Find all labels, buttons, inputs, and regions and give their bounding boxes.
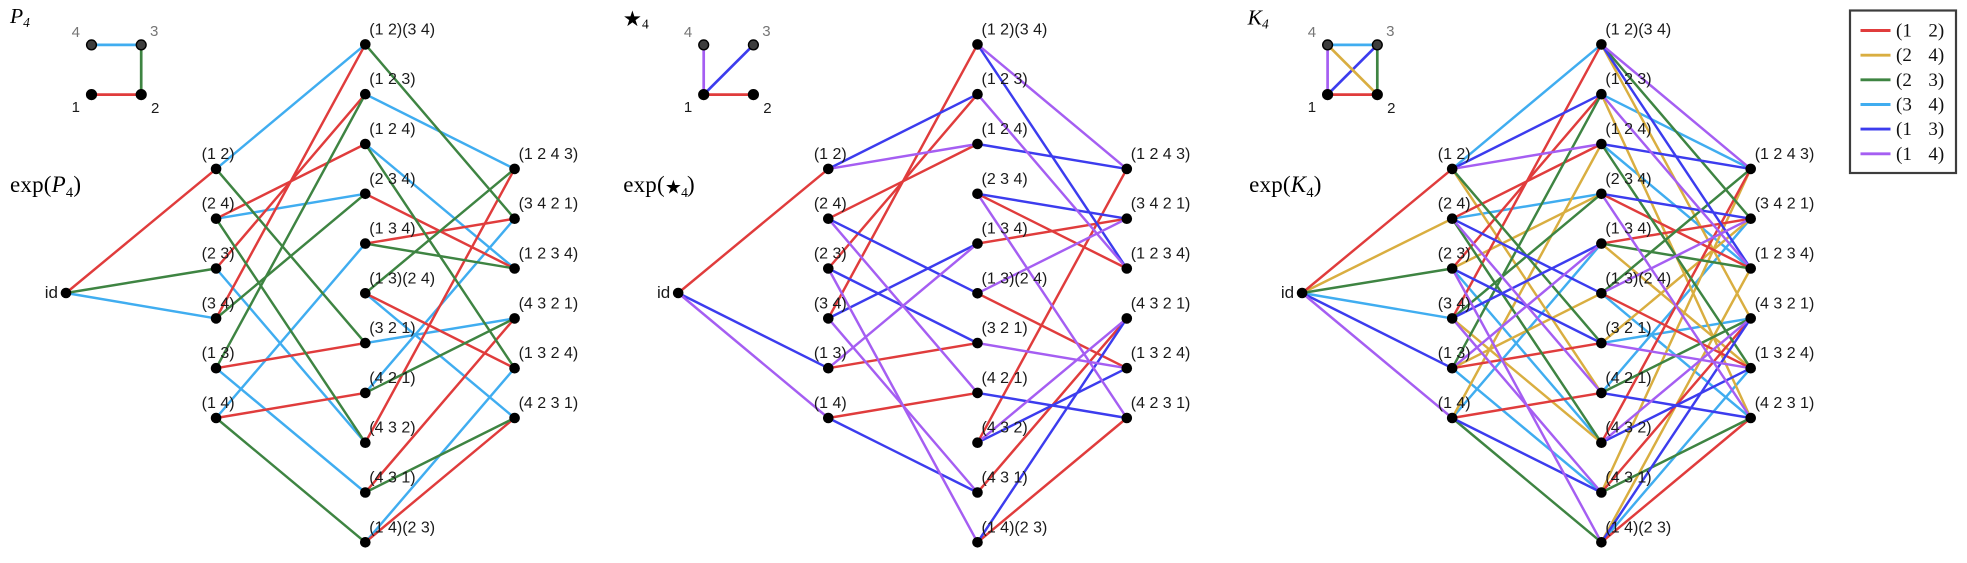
svg-text:(1 3 2 4): (1 3 2 4) bbox=[1131, 345, 1191, 362]
svg-text:(1 2 4): (1 2 4) bbox=[369, 121, 415, 138]
svg-text:(3 2 1): (3 2 1) bbox=[1605, 320, 1651, 337]
svg-text:(1 3 4): (1 3 4) bbox=[369, 221, 415, 238]
svg-text:(1 2 3 4): (1 2 3 4) bbox=[1131, 246, 1191, 263]
svg-text:4: 4 bbox=[684, 24, 692, 41]
svg-text:(1 2 3 4): (1 2 3 4) bbox=[1755, 246, 1815, 263]
svg-text:(4 3 1): (4 3 1) bbox=[1605, 470, 1651, 487]
svg-text:(1 2 3): (1 2 3) bbox=[369, 71, 415, 88]
svg-text:exp(P4): exp(P4) bbox=[10, 172, 81, 201]
svg-text:3: 3 bbox=[1386, 23, 1394, 40]
svg-text:(4 2 1): (4 2 1) bbox=[1605, 370, 1651, 387]
svg-text:(4 2 1): (4 2 1) bbox=[982, 370, 1028, 387]
svg-text:(1 3 2 4): (1 3 2 4) bbox=[1755, 345, 1815, 362]
svg-text:(1 4)(2 3): (1 4)(2 3) bbox=[369, 519, 435, 536]
svg-text:(4 2 3 1): (4 2 3 1) bbox=[1131, 395, 1191, 412]
svg-text:(1 4)(2 3): (1 4)(2 3) bbox=[982, 519, 1048, 536]
svg-text:(1 2 3 4): (1 2 3 4) bbox=[519, 246, 579, 263]
svg-text:id: id bbox=[45, 283, 58, 302]
svg-text:(1 3 2 4): (1 3 2 4) bbox=[519, 345, 579, 362]
svg-text:(1 2): (1 2) bbox=[1438, 146, 1471, 163]
svg-text:(4 3 2): (4 3 2) bbox=[982, 420, 1028, 437]
svg-text:(2 3 4): (2 3 4) bbox=[1605, 171, 1651, 188]
svg-text:(1 2 4): (1 2 4) bbox=[982, 121, 1028, 138]
svg-text:(3 4): (3 4) bbox=[202, 295, 235, 312]
svg-text:(2 3): (2 3) bbox=[1438, 246, 1471, 263]
svg-text:(1 2 4 3): (1 2 4 3) bbox=[1131, 146, 1191, 163]
svg-text:1: 1 bbox=[1308, 99, 1316, 116]
svg-text:(1 3 4): (1 3 4) bbox=[1605, 221, 1651, 238]
svg-text:(3 4 2 1): (3 4 2 1) bbox=[1131, 196, 1191, 213]
svg-text:2: 2 bbox=[1387, 100, 1395, 117]
svg-text:(4 2 3 1): (4 2 3 1) bbox=[1755, 395, 1815, 412]
svg-text:(1 4): (1 4) bbox=[1438, 395, 1471, 412]
svg-text:(1 2)(3 4): (1 2)(3 4) bbox=[1605, 21, 1671, 38]
svg-text:(1 3 4): (1 3 4) bbox=[982, 221, 1028, 238]
svg-text:(4 3 1): (4 3 1) bbox=[982, 470, 1028, 487]
svg-text:(2 4): (2 4) bbox=[202, 196, 235, 213]
svg-text:(2 3): (2 3) bbox=[202, 246, 235, 263]
svg-text:(1 2 3): (1 2 3) bbox=[1605, 71, 1651, 88]
svg-text:(4 3 2 1): (4 3 2 1) bbox=[519, 295, 579, 312]
svg-text:(3 4 2 1): (3 4 2 1) bbox=[519, 196, 579, 213]
svg-text:(1 4)(2 3): (1 4)(2 3) bbox=[1605, 519, 1671, 536]
svg-text:4: 4 bbox=[1308, 24, 1316, 41]
svg-text:2: 2 bbox=[151, 100, 159, 117]
svg-text:(1 3)(2 4): (1 3)(2 4) bbox=[982, 270, 1048, 287]
svg-text:(1 3): (1 3) bbox=[814, 345, 847, 362]
svg-text:(4 2 3 1): (4 2 3 1) bbox=[519, 395, 579, 412]
svg-text:(1 2)(3 4): (1 2)(3 4) bbox=[982, 21, 1048, 38]
svg-text:(1 4): (1 4) bbox=[814, 395, 847, 412]
svg-text:(4 3 2 1): (4 3 2 1) bbox=[1755, 295, 1815, 312]
svg-text:3: 3 bbox=[762, 23, 770, 40]
svg-text:1: 1 bbox=[72, 99, 80, 116]
svg-text:(1 2): (1 2) bbox=[202, 146, 235, 163]
svg-text:id: id bbox=[657, 283, 670, 302]
svg-text:(2 4): (2 4) bbox=[1438, 196, 1471, 213]
svg-text:(3 4 2 1): (3 4 2 1) bbox=[1755, 196, 1815, 213]
svg-text:1: 1 bbox=[684, 99, 692, 116]
svg-text:(1 3): (1 3) bbox=[202, 345, 235, 362]
svg-text:(4 3 1): (4 3 1) bbox=[369, 470, 415, 487]
svg-text:2: 2 bbox=[763, 100, 771, 117]
svg-text:(1 2 4): (1 2 4) bbox=[1605, 121, 1651, 138]
svg-text:(3 4): (3 4) bbox=[1438, 295, 1471, 312]
svg-text:4: 4 bbox=[72, 24, 80, 41]
svg-text:(2 4): (2 4) bbox=[814, 196, 847, 213]
svg-text:(3 2 1): (3 2 1) bbox=[369, 320, 415, 337]
svg-text:(4 2 1): (4 2 1) bbox=[369, 370, 415, 387]
svg-text:(4 3 2): (4 3 2) bbox=[1605, 420, 1651, 437]
svg-text:(1 2): (1 2) bbox=[814, 146, 847, 163]
svg-text:(4 3 2): (4 3 2) bbox=[369, 420, 415, 437]
svg-text:(1 4): (1 4) bbox=[202, 395, 235, 412]
svg-text:(3 4): (3 4) bbox=[814, 295, 847, 312]
svg-text:(1 3)(2 4): (1 3)(2 4) bbox=[369, 270, 435, 287]
svg-text:(1 3): (1 3) bbox=[1438, 345, 1471, 362]
svg-text:(1 2 4 3): (1 2 4 3) bbox=[1755, 146, 1815, 163]
svg-text:(1 2 4 3): (1 2 4 3) bbox=[519, 146, 579, 163]
svg-text:(2 3): (2 3) bbox=[814, 246, 847, 263]
svg-text:(2 3 4): (2 3 4) bbox=[369, 171, 415, 188]
svg-text:(3 2 1): (3 2 1) bbox=[982, 320, 1028, 337]
svg-text:(1 2)(3 4): (1 2)(3 4) bbox=[369, 21, 435, 38]
svg-text:id: id bbox=[1281, 283, 1294, 302]
svg-text:(2 3 4): (2 3 4) bbox=[982, 171, 1028, 188]
svg-text:(4 3 2 1): (4 3 2 1) bbox=[1131, 295, 1191, 312]
svg-text:(1 2 3): (1 2 3) bbox=[982, 71, 1028, 88]
svg-text:3: 3 bbox=[150, 23, 158, 40]
svg-text:(1 3)(2 4): (1 3)(2 4) bbox=[1605, 270, 1671, 287]
